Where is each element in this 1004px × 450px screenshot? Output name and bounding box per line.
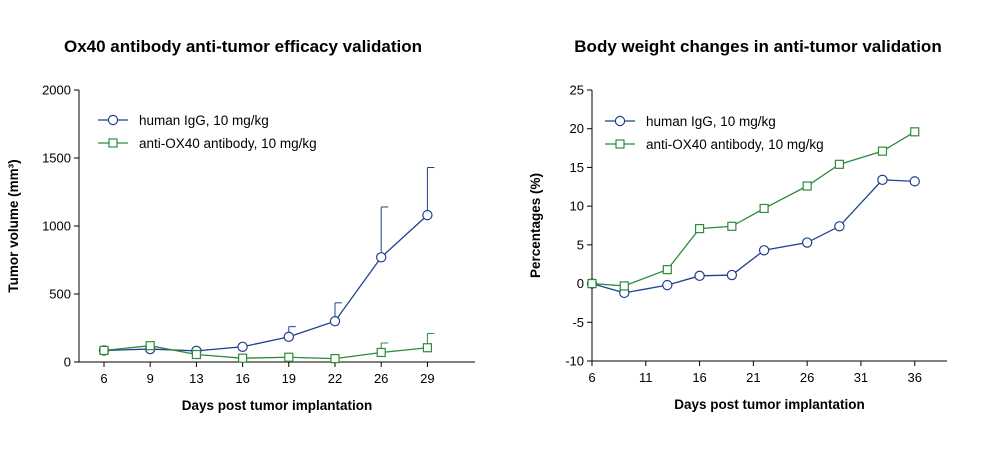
x-tick-label: 22 [328, 371, 342, 386]
y-tick-label: 500 [49, 287, 71, 302]
y-tick-label: 25 [570, 83, 584, 98]
x-tick-label: 13 [189, 371, 203, 386]
body-weight-chart: Body weight changes in anti-tumor valida… [528, 37, 947, 412]
data-point-series-2 [877, 146, 888, 156]
x-tick-label: 6 [588, 370, 595, 385]
data-point-series-2 [802, 181, 812, 191]
x-tick-label: 26 [374, 371, 388, 386]
y-tick-label: 10 [570, 199, 584, 214]
y-tick-label: 1000 [42, 219, 71, 234]
data-point-series-1 [422, 209, 433, 221]
y-tick-label: 20 [570, 121, 584, 136]
x-tick-label: 36 [907, 370, 921, 385]
series-line-1 [103, 214, 428, 352]
legend-label: anti-OX40 antibody, 10 mg/kg [646, 137, 824, 152]
series-line-1 [591, 179, 915, 294]
data-point-series-2 [694, 223, 705, 234]
y-tick-label: 1500 [42, 151, 71, 166]
data-point-series-2 [99, 345, 109, 356]
chart-title: Ox40 antibody anti-tumor efficacy valida… [64, 37, 422, 56]
data-point-series-2 [238, 353, 248, 363]
data-point-series-1 [237, 341, 248, 352]
y-axis-label: Percentages (%) [528, 173, 543, 278]
data-point-series-2 [422, 343, 432, 353]
data-point-series-2 [910, 127, 920, 137]
data-point-series-1 [726, 269, 738, 281]
y-tick-label: 0 [64, 355, 71, 370]
data-point-series-2 [727, 221, 737, 231]
x-tick-label: 6 [100, 371, 107, 386]
legend-label: anti-OX40 antibody, 10 mg/kg [139, 136, 317, 151]
tumor-volume-chart: Ox40 antibody anti-tumor efficacy valida… [6, 37, 475, 413]
data-point-series-2 [759, 203, 769, 214]
series-line-2 [591, 131, 916, 287]
y-tick-label: 0 [577, 276, 584, 291]
data-point-series-1 [376, 252, 387, 263]
data-point-series-2 [145, 341, 155, 351]
y-tick-label: 5 [577, 237, 584, 252]
data-point-series-2 [662, 265, 672, 275]
legend-label: human IgG, 10 mg/kg [646, 114, 776, 129]
legend-label: human IgG, 10 mg/kg [139, 113, 269, 128]
data-point-series-2 [191, 349, 201, 360]
x-tick-label: 19 [282, 371, 296, 386]
legend-marker [615, 139, 625, 149]
data-point-series-2 [376, 347, 386, 358]
y-tick-label: -5 [572, 315, 584, 330]
x-tick-label: 9 [147, 371, 154, 386]
data-point-series-2 [834, 159, 845, 169]
x-tick-label: 11 [639, 370, 653, 385]
x-tick-label: 31 [854, 370, 868, 385]
data-point-series-1 [909, 176, 920, 187]
x-axis-label: Days post tumor implantation [182, 398, 373, 413]
data-point-series-1 [329, 316, 341, 327]
data-point-series-2 [587, 278, 597, 289]
data-point-series-1 [758, 245, 770, 256]
x-tick-label: 16 [235, 371, 249, 386]
y-tick-label: 15 [570, 160, 584, 175]
x-tick-label: 16 [692, 370, 706, 385]
x-axis-label: Days post tumor implantation [674, 397, 865, 412]
data-point-series-1 [834, 221, 845, 232]
data-point-series-1 [662, 279, 673, 291]
legend-marker [108, 138, 118, 148]
legend-marker [614, 115, 626, 127]
data-point-series-1 [801, 237, 813, 248]
data-point-series-2 [284, 352, 294, 362]
x-tick-label: 26 [800, 370, 814, 385]
data-point-series-1 [694, 270, 705, 282]
y-tick-label: -10 [565, 354, 584, 369]
chart-title: Body weight changes in anti-tumor valida… [574, 37, 941, 56]
x-tick-label: 29 [420, 371, 434, 386]
data-point-series-1 [283, 331, 294, 343]
y-tick-label: 2000 [42, 83, 71, 98]
legend-marker [107, 114, 119, 126]
data-point-series-2 [619, 281, 629, 291]
data-point-series-1 [877, 174, 888, 186]
x-tick-label: 21 [746, 370, 760, 385]
series-line-2 [103, 345, 428, 360]
y-axis-label: Tumor volume (mm³) [6, 159, 21, 292]
data-point-series-2 [330, 354, 340, 364]
